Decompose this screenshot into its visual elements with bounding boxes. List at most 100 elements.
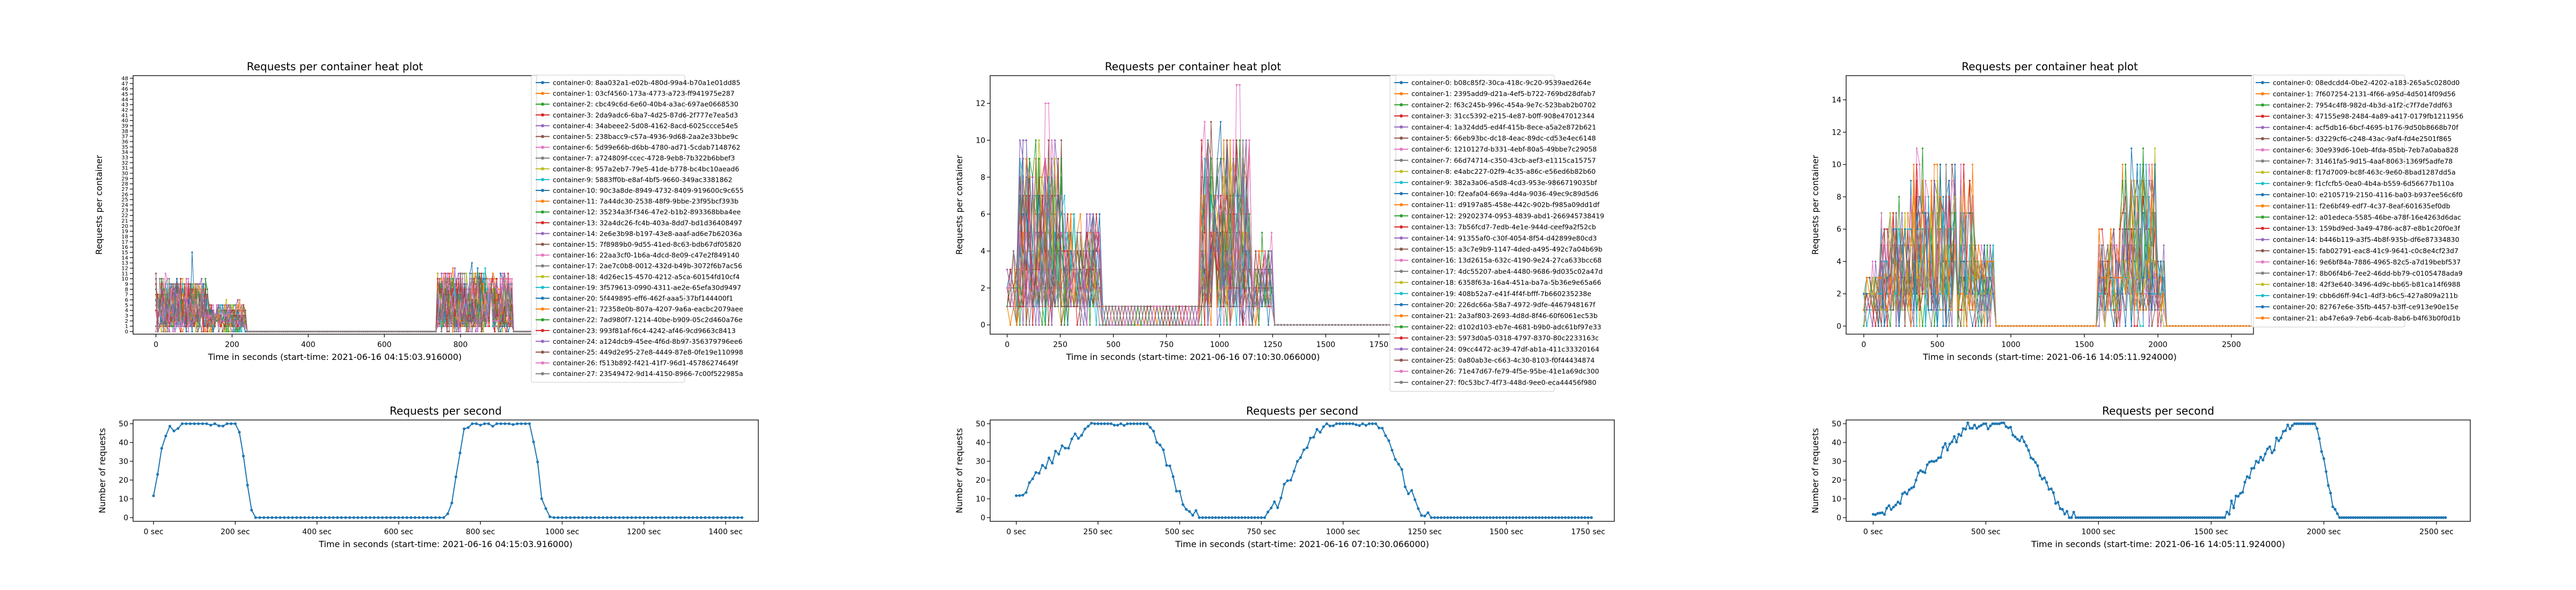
series-point — [160, 278, 163, 280]
y-tick-label: 11 — [121, 271, 128, 277]
series-point — [170, 325, 172, 327]
y-tick-label: 15 — [121, 250, 128, 256]
y-tick-label: 6 — [125, 298, 128, 304]
series-point — [492, 325, 494, 327]
series-point — [441, 283, 443, 285]
series-point — [212, 309, 214, 312]
y-tick-label: 3 — [125, 313, 128, 319]
plot-area — [155, 251, 534, 333]
series-point — [469, 325, 471, 327]
y-tick-label: 12 — [121, 266, 128, 272]
series-point — [191, 288, 193, 291]
y-tick-label: 26 — [121, 192, 128, 198]
series-point — [452, 267, 454, 269]
series-point — [441, 325, 443, 327]
series-point — [210, 304, 212, 306]
series-point — [488, 278, 490, 280]
series-point — [453, 315, 456, 317]
series-point — [462, 272, 464, 275]
series-point — [507, 272, 509, 275]
series-point — [505, 330, 507, 333]
series-point — [218, 330, 220, 333]
series-point — [463, 272, 465, 275]
series-point — [446, 330, 448, 333]
y-tick-label: 23 — [121, 208, 128, 213]
series-point — [191, 283, 193, 285]
series-point — [509, 325, 511, 327]
series-point — [450, 283, 452, 285]
series-point — [474, 330, 477, 333]
series-point — [495, 288, 498, 291]
series-point — [199, 325, 201, 327]
series-point — [163, 278, 165, 280]
series-point — [237, 299, 239, 301]
series-point — [459, 320, 462, 322]
series-point — [494, 330, 496, 333]
series-point — [505, 325, 507, 327]
series-point — [509, 283, 511, 285]
series-point — [223, 309, 225, 312]
series-point — [216, 320, 218, 322]
y-tick-label: 43 — [121, 102, 128, 108]
y-tick-label: 14 — [121, 255, 128, 261]
series-point — [240, 330, 243, 333]
series-point — [160, 330, 163, 333]
y-tick-label: 2 — [125, 319, 128, 324]
series-point — [160, 325, 163, 327]
y-tick-label: 20 — [121, 224, 128, 230]
series-point — [484, 267, 486, 269]
series-point — [178, 325, 180, 327]
y-tick-label: 35 — [121, 144, 128, 150]
series-point — [163, 299, 165, 301]
series-point — [469, 330, 471, 333]
series-point — [467, 330, 469, 333]
y-tick-label: 47 — [121, 81, 128, 87]
series-point — [189, 325, 191, 327]
series-point — [450, 293, 452, 296]
series-point — [456, 330, 458, 333]
series-point — [199, 293, 201, 296]
series-point — [459, 330, 462, 333]
series-point — [482, 272, 485, 275]
series-point — [482, 283, 485, 285]
series-point — [441, 330, 443, 333]
series-point — [180, 330, 182, 333]
y-tick-label: 27 — [121, 187, 128, 193]
series-point — [448, 330, 450, 333]
series-point — [195, 330, 197, 333]
series-point — [197, 325, 199, 327]
series-point — [225, 299, 228, 301]
series-point — [452, 330, 454, 333]
series-point — [442, 325, 444, 327]
series-point — [479, 272, 481, 275]
series-point — [201, 278, 203, 280]
series-point — [181, 330, 184, 333]
x-axis-label: Time in seconds (start-time: 2021-06-16 … — [208, 352, 462, 362]
y-tick-label: 13 — [121, 261, 128, 267]
series-point — [163, 288, 165, 291]
series-point — [170, 283, 172, 285]
y-tick-label: 22 — [121, 213, 128, 219]
series-point — [239, 299, 241, 301]
series-point — [204, 288, 207, 291]
series-point — [471, 262, 473, 264]
y-axis-label: Requests per container — [94, 155, 104, 255]
y-tick-label: 38 — [121, 129, 128, 135]
y-tick-label: 31 — [121, 166, 128, 172]
series-point — [227, 304, 229, 306]
series-point — [444, 315, 447, 317]
series-point — [181, 278, 184, 280]
y-tick-label: 40 — [121, 118, 128, 124]
y-tick-label: 21 — [121, 218, 128, 224]
series-point — [185, 330, 187, 333]
series-point — [184, 320, 186, 322]
series-point — [441, 288, 443, 291]
series-point — [474, 325, 477, 327]
series-point — [474, 272, 477, 275]
series-point — [453, 267, 456, 269]
y-tick-label: 19 — [121, 229, 128, 235]
series-point — [492, 272, 494, 275]
series-point — [488, 283, 490, 285]
series-point — [465, 272, 467, 275]
